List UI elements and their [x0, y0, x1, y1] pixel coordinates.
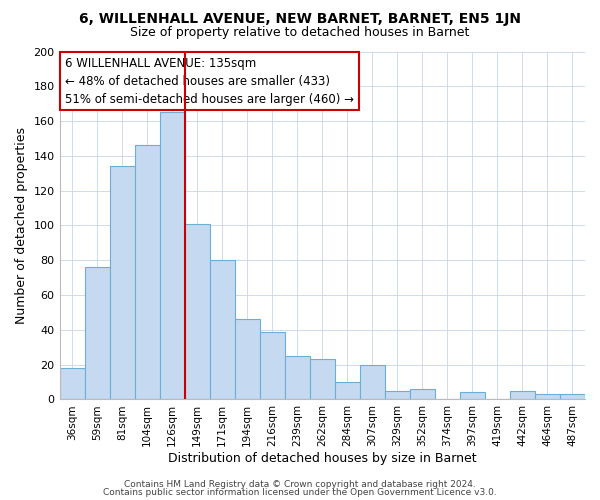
Bar	[510, 391, 535, 400]
Text: 6 WILLENHALL AVENUE: 135sqm
← 48% of detached houses are smaller (433)
51% of se: 6 WILLENHALL AVENUE: 135sqm ← 48% of det…	[65, 56, 354, 106]
Bar	[360, 364, 385, 400]
Bar	[285, 356, 310, 400]
Bar	[460, 392, 485, 400]
X-axis label: Distribution of detached houses by size in Barnet: Distribution of detached houses by size …	[168, 452, 476, 465]
Text: 6, WILLENHALL AVENUE, NEW BARNET, BARNET, EN5 1JN: 6, WILLENHALL AVENUE, NEW BARNET, BARNET…	[79, 12, 521, 26]
Bar	[59, 368, 85, 400]
Bar	[160, 112, 185, 400]
Bar	[85, 267, 110, 400]
Bar	[209, 260, 235, 400]
Bar	[185, 224, 209, 400]
Text: Contains public sector information licensed under the Open Government Licence v3: Contains public sector information licen…	[103, 488, 497, 497]
Bar	[560, 394, 585, 400]
Text: Contains HM Land Registry data © Crown copyright and database right 2024.: Contains HM Land Registry data © Crown c…	[124, 480, 476, 489]
Bar	[335, 382, 360, 400]
Text: Size of property relative to detached houses in Barnet: Size of property relative to detached ho…	[130, 26, 470, 39]
Bar	[134, 146, 160, 400]
Bar	[260, 332, 285, 400]
Y-axis label: Number of detached properties: Number of detached properties	[15, 127, 28, 324]
Bar	[385, 391, 410, 400]
Bar	[110, 166, 134, 400]
Bar	[410, 389, 435, 400]
Bar	[235, 320, 260, 400]
Bar	[310, 360, 335, 400]
Bar	[535, 394, 560, 400]
